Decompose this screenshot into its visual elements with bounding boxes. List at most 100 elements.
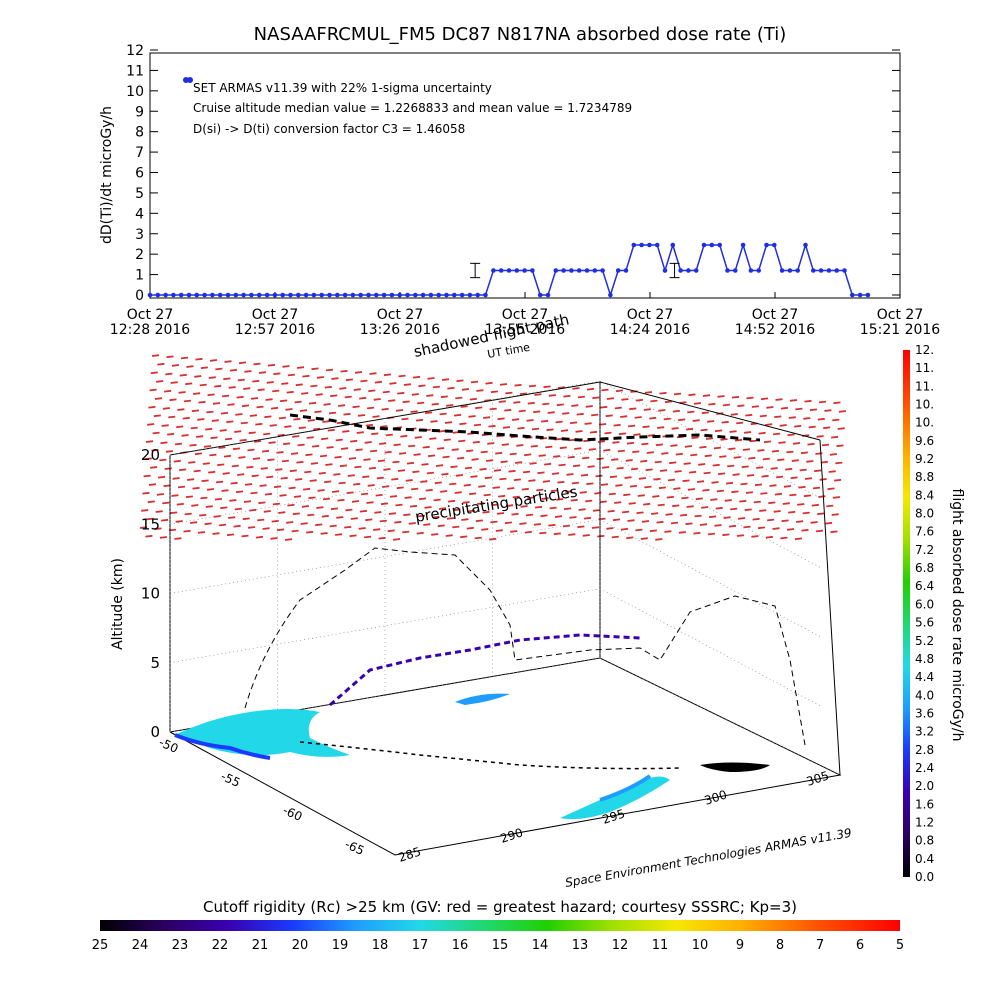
particle-dash bbox=[678, 531, 687, 534]
particle-dash bbox=[257, 388, 265, 392]
label-precipitating-particles: precipitating particles bbox=[414, 482, 579, 525]
particle-dash bbox=[485, 381, 493, 385]
particle-dash bbox=[354, 371, 363, 374]
particle-dash bbox=[377, 459, 386, 463]
particle-dash bbox=[424, 506, 432, 509]
particle-dash bbox=[788, 416, 796, 419]
particle-dash bbox=[278, 416, 287, 420]
particle-dash bbox=[528, 384, 537, 388]
particle-dash bbox=[350, 439, 358, 443]
particle-dash bbox=[765, 535, 774, 539]
particle-dash bbox=[663, 417, 671, 421]
particle-dash bbox=[802, 511, 810, 515]
particle-dash bbox=[693, 402, 702, 405]
particle-dash bbox=[270, 406, 279, 410]
particle-dash bbox=[316, 506, 324, 509]
particle-dash bbox=[359, 396, 367, 400]
particle-dash bbox=[185, 382, 193, 386]
dose-rate-point bbox=[467, 292, 473, 298]
particle-dash bbox=[824, 521, 833, 525]
particle-dash bbox=[641, 520, 650, 523]
particle-dash bbox=[310, 384, 318, 388]
particle-dash bbox=[599, 500, 607, 504]
particle-dash bbox=[287, 373, 296, 377]
particle-dash bbox=[657, 503, 665, 507]
dose-rate-point bbox=[764, 242, 769, 248]
particle-dash bbox=[426, 471, 435, 475]
dose-rate-point bbox=[350, 292, 356, 298]
particle-dash bbox=[766, 518, 775, 522]
particle-dash bbox=[467, 509, 476, 513]
particle-dash bbox=[453, 508, 461, 512]
particle-dash bbox=[591, 413, 599, 417]
particle-dash bbox=[224, 360, 232, 363]
y-tick-label: 5 bbox=[135, 186, 144, 202]
particle-dash bbox=[194, 452, 203, 456]
dose-rate-point bbox=[358, 292, 364, 298]
dose-rate-point bbox=[795, 268, 800, 273]
particle-dash bbox=[612, 441, 620, 444]
particle-dash bbox=[504, 408, 512, 412]
dose-rate-point bbox=[413, 292, 418, 298]
particle-dash bbox=[461, 388, 470, 391]
particle-dash bbox=[734, 438, 743, 442]
particle-dash bbox=[239, 438, 247, 442]
grid-line bbox=[599, 519, 821, 637]
particle-dash bbox=[328, 411, 337, 415]
particle-dash bbox=[210, 436, 218, 440]
dose-rate-point bbox=[342, 292, 348, 298]
particle-dash bbox=[528, 479, 536, 482]
particle-dash bbox=[393, 443, 401, 447]
dose-rate-series bbox=[147, 242, 871, 298]
particle-dash bbox=[806, 460, 814, 463]
particle-dash bbox=[316, 376, 325, 379]
dose-rate-point bbox=[686, 268, 691, 273]
x-tick-label: Oct 27 bbox=[127, 307, 173, 323]
particle-dash bbox=[319, 454, 328, 458]
dose-rate-point bbox=[639, 242, 644, 248]
particle-dash bbox=[614, 406, 622, 410]
dose-colorbar-label: 3.6 bbox=[915, 706, 934, 720]
particle-dash bbox=[686, 505, 694, 508]
particle-dash bbox=[356, 431, 364, 434]
z-axis-ticks: 0 5 10 15 20 bbox=[141, 446, 160, 741]
particle-dash bbox=[272, 502, 281, 506]
lon-tick-label: 300 bbox=[703, 787, 729, 807]
particle-dash bbox=[630, 467, 639, 471]
particle-dash bbox=[820, 460, 828, 464]
particle-dash bbox=[495, 529, 503, 532]
dose-rate-point bbox=[631, 242, 637, 248]
landmass-black bbox=[700, 762, 770, 772]
particle-dash bbox=[725, 481, 734, 485]
particle-dash bbox=[551, 472, 560, 475]
particle-dash bbox=[715, 506, 723, 510]
particle-dash bbox=[708, 515, 717, 519]
y-tick-label: 4 bbox=[135, 206, 144, 222]
particle-dash bbox=[510, 530, 518, 533]
particle-dash bbox=[169, 398, 177, 402]
particle-dash bbox=[294, 400, 302, 404]
particle-dash bbox=[617, 449, 625, 453]
particle-dash bbox=[382, 390, 390, 394]
dose-rate-point bbox=[842, 268, 847, 273]
particle-dash bbox=[400, 434, 408, 438]
particle-dash bbox=[318, 471, 326, 475]
dose-rate-point bbox=[249, 292, 254, 298]
particle-dash bbox=[248, 431, 256, 435]
particle-dash bbox=[286, 390, 294, 394]
particle-dash bbox=[603, 448, 611, 452]
grid-line bbox=[599, 657, 841, 776]
dose-colorbar-label: 8.0 bbox=[915, 507, 934, 521]
particle-dash bbox=[412, 375, 421, 379]
particle-dash bbox=[156, 493, 165, 496]
particle-dash bbox=[411, 487, 419, 491]
particle-dash bbox=[670, 444, 678, 447]
particle-dash bbox=[511, 418, 520, 421]
particle-dash bbox=[397, 391, 405, 395]
particle-dash bbox=[244, 483, 253, 486]
dose-rate-point bbox=[647, 242, 652, 248]
particle-dash bbox=[425, 488, 433, 492]
particle-dash bbox=[691, 436, 699, 440]
dose-colorbar-label: 7.6 bbox=[915, 525, 934, 539]
particle-dash bbox=[368, 389, 376, 393]
